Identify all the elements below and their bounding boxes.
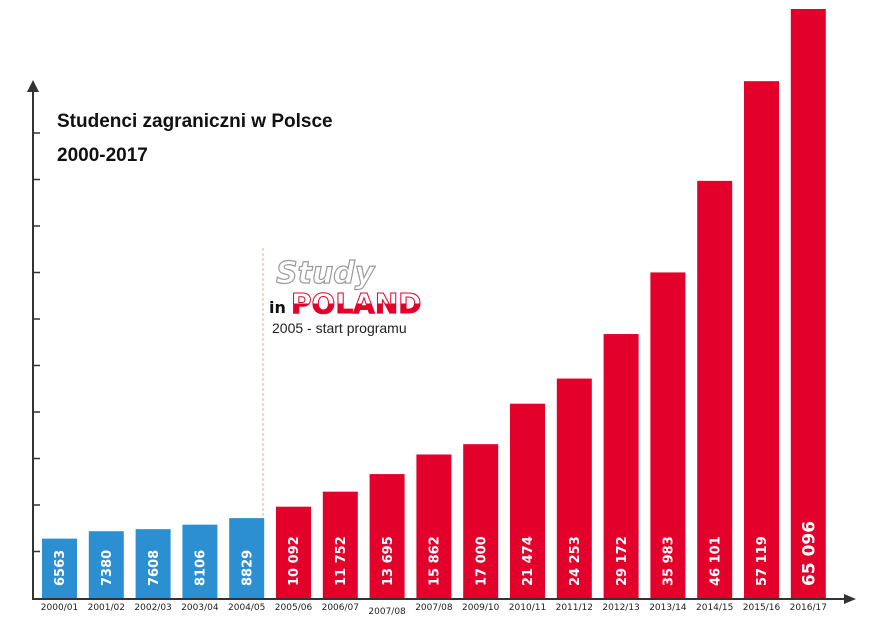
x-axis [33,594,856,604]
bar-10 [510,403,545,598]
bar-13 [650,272,686,598]
x-axis-arrow-icon [844,594,856,604]
bar-7 [369,474,405,598]
bar-8 [416,454,452,598]
bar-value-labels: 6563 7380 7608 8106 8829 10 092 11 752 13 695 15… [53,521,819,586]
bar-value-label-7: 13 695 [381,536,396,586]
x-tick-label-13: 2013/14 [649,603,687,613]
x-tick-label-6: 2006/07 [322,603,359,613]
bar-16 [790,9,826,598]
bar-value-label-10: 21 474 [521,536,536,586]
y-axis [27,80,40,600]
bar-value-label-6: 11 752 [334,536,349,586]
bar-11 [556,378,592,598]
bar-value-label-3: 8106 [194,550,209,586]
bar-value-label-4: 8829 [240,550,255,586]
x-tick-label-15: 2015/16 [743,603,781,613]
bar-value-label-1: 7380 [100,550,115,586]
x-tick-label-11: 2011/12 [556,603,593,613]
bar-3 [182,524,218,598]
bar-value-label-9: 17 000 [474,536,489,586]
bar-value-label-15: 57 119 [755,536,770,586]
chart-title-line-2: 2000-2017 [57,145,148,166]
bar-value-label-12: 29 172 [615,536,630,586]
study-in-poland-logo: Study in POLAND 2005 - start programu [269,255,422,336]
bar-12 [603,334,639,598]
bar-value-label-8: 15 862 [428,536,443,586]
bar-2 [135,529,171,598]
bar-0 [42,538,77,598]
x-tick-label-14: 2014/15 [696,603,733,613]
bar-value-label-5: 10 092 [287,536,302,586]
x-tick-label-2: 2002/03 [134,603,171,613]
y-axis-arrow-icon [27,80,39,92]
bar-value-label-13: 35 983 [662,536,677,586]
bar-1 [88,531,124,598]
logo-poland-text: POLAND [291,287,422,320]
x-tick-label-3: 2003/04 [181,603,219,613]
x-tick-label-9: 2009/10 [462,603,500,613]
bar-6 [322,491,358,598]
bars [42,9,826,598]
bar-5 [276,506,311,598]
x-tick-label-7: 2007/08 [368,607,406,617]
x-tick-label-12: 2012/13 [602,603,639,613]
bar-14 [697,180,733,598]
x-tick-label-16: 2016/17 [790,603,827,613]
logo-subtitle: 2005 - start programu [272,320,407,336]
logo-study-text: Study [276,256,376,291]
bar-15 [744,81,779,598]
x-tick-label-1: 2001/02 [88,603,125,613]
x-tick-label-8: 2007/08 [415,603,453,613]
x-tick-labels: 2000/01 2001/02 2002/03 2003/04 2004/05 2005/… [41,603,827,617]
x-tick-label-10: 2010/11 [509,603,546,613]
x-tick-label-5: 2005/06 [275,603,313,613]
bar-4 [229,518,265,598]
bar-value-label-16: 65 096 [799,521,819,586]
bar-value-label-2: 7608 [147,550,162,586]
chart-title: Studenci zagraniczni w Polsce 2000-2017 [57,111,333,166]
logo-in-text: in [269,298,286,317]
x-tick-label-4: 2004/05 [228,603,265,613]
bar-9 [463,444,499,598]
x-tick-label-0: 2000/01 [41,603,78,613]
chart-title-line-1: Studenci zagraniczni w Polsce [57,111,333,132]
bar-value-label-14: 46 101 [708,536,723,586]
bar-value-label-11: 24 253 [568,536,583,586]
bar-value-label-0: 6563 [53,550,68,586]
